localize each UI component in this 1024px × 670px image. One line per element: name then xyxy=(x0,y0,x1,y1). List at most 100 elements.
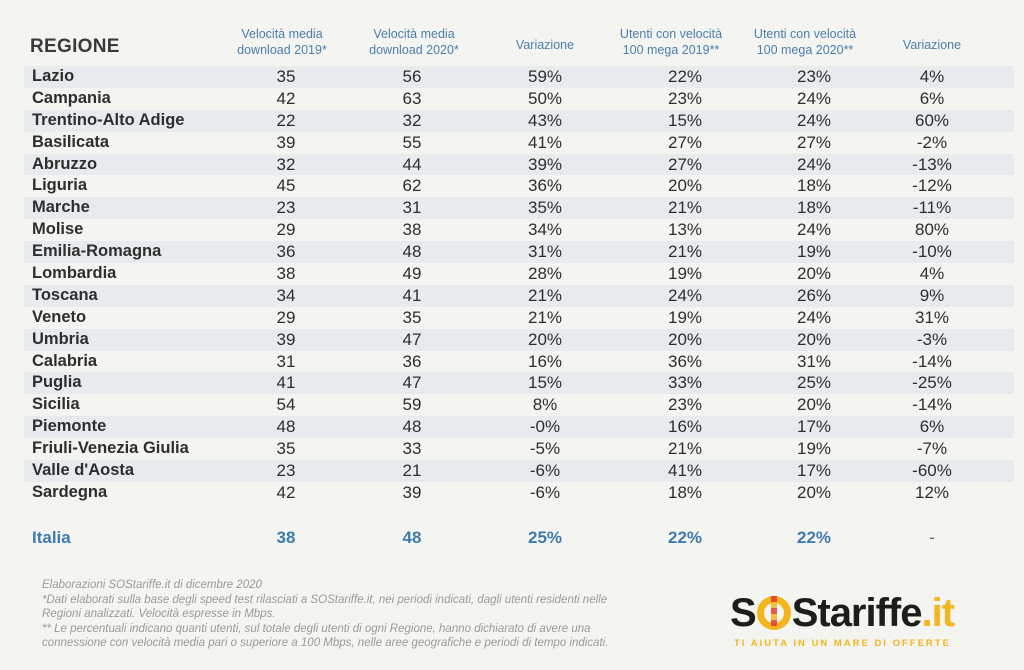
footnote-speed-2: Regioni analizzati. Velocità espresse in… xyxy=(42,608,276,621)
speed-2019-cell: 45 xyxy=(276,176,296,196)
users-2020-cell: 17% xyxy=(796,461,832,481)
region-cell: Friuli-Venezia Giulia xyxy=(32,439,189,458)
speed-variation-cell: 21% xyxy=(527,285,563,305)
users-variation-cell: 4% xyxy=(919,67,945,86)
speed-variation-cell: -0% xyxy=(529,417,561,437)
total-speed-2020-cell: 48 xyxy=(402,528,422,547)
logo-text-tariffe: Stariffe xyxy=(791,591,923,635)
table-row: Basilicata 39 55 41% 27% 27% -2% xyxy=(24,132,1014,154)
region-cell: Liguria xyxy=(32,176,88,195)
users-2020-cell: 26% xyxy=(796,285,832,305)
region-cell: Lombardia xyxy=(32,264,117,283)
speed-2020-cell: 63 xyxy=(402,88,422,108)
speed-2019-cell: 54 xyxy=(276,395,296,415)
region-cell: Lazio xyxy=(32,67,75,85)
users-2020-cell: 18% xyxy=(796,198,832,218)
users-2019-cell: 21% xyxy=(667,198,703,218)
users-2019-cell: 33% xyxy=(667,373,703,393)
total-speed-variation-cell: 25% xyxy=(527,528,563,547)
footnote-speed-1: *Dati elaborati sulla base degli speed t… xyxy=(42,593,608,606)
table-row: Piemonte 48 48 -0% 16% 17% 6% xyxy=(24,416,1014,439)
users-2020-cell: 27% xyxy=(796,132,832,152)
speed-2019-cell: 41 xyxy=(276,373,296,393)
users-2020-cell: 24% xyxy=(796,154,832,174)
logo-tagline: TI AIUTA IN UN MARE DI OFFERTE xyxy=(734,638,951,649)
total-users-variation-cell: - xyxy=(929,528,935,547)
users-variation-cell: -2% xyxy=(916,132,948,152)
logo-text-dotit: .it xyxy=(921,591,956,635)
users-variation-cell: 9% xyxy=(919,285,945,305)
users-2019-cell: 27% xyxy=(667,132,703,152)
region-cell: Toscana xyxy=(32,285,98,304)
users-2019-cell: 13% xyxy=(667,220,703,240)
speed-2019-cell: 29 xyxy=(276,220,296,240)
speed-2020-cell: 62 xyxy=(402,176,422,196)
logo-wordmark: S Stariffe.it xyxy=(730,590,956,636)
speed-2020-column-header: Velocità media download 2020* xyxy=(354,26,474,58)
footnote-users-2: connessione con velocità media pari o su… xyxy=(42,637,609,650)
region-cell: Abruzzo xyxy=(32,154,98,173)
total-row-italia: Italia 38 48 25% 22% 22% - xyxy=(24,526,1014,550)
header-line: Utenti con velocità xyxy=(619,27,723,41)
speed-2019-cell: 23 xyxy=(276,461,296,481)
users-2019-cell: 21% xyxy=(667,439,703,459)
speed-variation-cell: 20% xyxy=(527,329,563,349)
speed-variation-cell: 15% xyxy=(527,373,563,393)
speed-2019-cell: 36 xyxy=(276,242,296,262)
speed-2020-cell: 48 xyxy=(402,242,422,262)
table-header: REGIONE Velocità media download 2019* Ve… xyxy=(0,0,1024,66)
users-variation-cell: -14% xyxy=(912,395,952,415)
speed-variation-cell: 31% xyxy=(527,242,563,262)
speed-2019-cell: 42 xyxy=(276,482,296,502)
speed-variation-cell: -5% xyxy=(529,439,561,459)
users-variation-column-header: Variazione xyxy=(872,37,992,53)
footnotes: Elaborazioni SOStariffe.it di dicembre 2… xyxy=(42,578,722,651)
users-variation-cell: 31% xyxy=(914,307,950,327)
lifebuoy-icon xyxy=(756,596,791,630)
table-row: Campania 42 63 50% 23% 24% 6% xyxy=(24,88,1014,110)
users-2020-cell: 20% xyxy=(796,264,832,284)
logo-letter-s: S xyxy=(730,591,757,635)
speed-2020-cell: 33 xyxy=(402,439,422,459)
table-row: Abruzzo 32 44 39% 27% 24% -13% xyxy=(24,153,1014,176)
users-2020-cell: 25% xyxy=(796,373,832,393)
speed-2019-cell: 23 xyxy=(276,198,296,218)
region-column-header: REGIONE xyxy=(30,36,120,57)
speed-2019-cell: 32 xyxy=(276,154,296,174)
speed-2020-cell: 36 xyxy=(402,351,422,371)
users-2019-cell: 24% xyxy=(667,285,703,305)
table-row: Liguria 45 62 36% 20% 18% -12% xyxy=(24,175,1014,197)
region-cell: Piemonte xyxy=(32,417,107,436)
speed-2019-cell: 39 xyxy=(276,329,296,349)
users-variation-cell: -7% xyxy=(916,439,948,459)
total-region-cell: Italia xyxy=(32,528,71,547)
speed-2019-cell: 42 xyxy=(276,88,296,108)
header-line: Variazione xyxy=(515,38,575,52)
speed-variation-cell: 50% xyxy=(527,88,563,108)
table-row: Trentino-Alto Adige 22 32 43% 15% 24% 60% xyxy=(24,109,1014,132)
footnote-users-1: ** Le percentuali indicano quanti utenti… xyxy=(42,622,591,635)
users-2019-cell: 15% xyxy=(667,110,703,130)
users-2020-cell: 24% xyxy=(796,110,832,130)
users-variation-cell: -10% xyxy=(912,242,952,262)
speed-2019-cell: 29 xyxy=(276,307,296,327)
sostariffe-logo: S Stariffe.it TI AIUTA IN UN MARE DI OFFE… xyxy=(730,590,990,660)
users-2020-cell: 20% xyxy=(796,329,832,349)
speed-variation-cell: -6% xyxy=(529,482,561,502)
speed-variation-cell: 36% xyxy=(527,176,563,196)
region-cell: Molise xyxy=(32,220,84,239)
region-cell: Veneto xyxy=(32,307,87,326)
table-row: Marche 23 31 35% 21% 18% -11% xyxy=(24,197,1014,220)
table-row: Sardegna 42 39 -6% 18% 20% 12% xyxy=(24,482,1014,504)
header-line: Variazione xyxy=(902,38,962,52)
speed-2020-cell: 35 xyxy=(402,307,422,327)
header-line: 100 mega 2019** xyxy=(622,43,720,57)
users-variation-cell: 60% xyxy=(914,110,950,130)
table-body: Lazio 35 56 59% 22% 23% 4% Campania 42 63 50% 23% 24… xyxy=(24,66,1014,504)
table-row: Veneto 29 35 21% 19% 24% 31% xyxy=(24,307,1014,329)
users-2019-cell: 19% xyxy=(667,264,703,284)
header-line: 100 mega 2020** xyxy=(756,43,854,57)
table-row: Sicilia 54 59 8% 23% 20% -14% xyxy=(24,394,1014,416)
table-row: Umbria 39 47 20% 20% 20% -3% xyxy=(24,328,1014,351)
users-2020-cell: 24% xyxy=(796,307,832,327)
